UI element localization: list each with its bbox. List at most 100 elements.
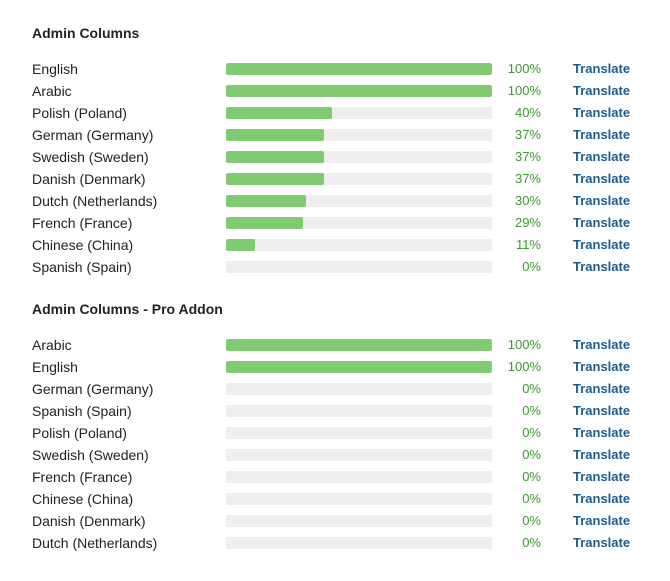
language-name: English bbox=[32, 359, 78, 375]
percent-label: 100% bbox=[507, 61, 541, 76]
progress-bar bbox=[226, 405, 492, 417]
translate-link[interactable]: Translate bbox=[573, 259, 631, 274]
percent-label: 0% bbox=[522, 381, 541, 396]
language-name: Danish (Denmark) bbox=[32, 171, 146, 187]
percent-label: 100% bbox=[507, 337, 541, 352]
percent-label: 37% bbox=[514, 127, 541, 142]
percent-label: 0% bbox=[522, 469, 541, 484]
language-row: French (France) 29% Translate bbox=[0, 212, 670, 234]
language-name: German (Germany) bbox=[32, 381, 154, 397]
translate-link[interactable]: Translate bbox=[573, 149, 631, 164]
progress-bar bbox=[226, 471, 492, 483]
language-row: Arabic 100% Translate bbox=[0, 80, 670, 102]
language-row: Dutch (Netherlands) 0% Translate bbox=[0, 532, 670, 554]
language-row: Polish (Poland) 40% Translate bbox=[0, 102, 670, 124]
progress-bar bbox=[226, 383, 492, 395]
language-row: English 100% Translate bbox=[0, 356, 670, 378]
percent-label: 11% bbox=[515, 237, 541, 252]
progress-bar-fill bbox=[226, 85, 492, 97]
progress-bar bbox=[226, 361, 492, 373]
progress-bar bbox=[226, 173, 492, 185]
language-name: English bbox=[32, 61, 78, 77]
language-row: Polish (Poland) 0% Translate bbox=[0, 422, 670, 444]
percent-label: 0% bbox=[522, 535, 541, 550]
language-row: German (Germany) 0% Translate bbox=[0, 378, 670, 400]
translate-link[interactable]: Translate bbox=[573, 127, 631, 142]
progress-bar-fill bbox=[226, 239, 256, 251]
progress-bar-fill bbox=[226, 361, 492, 373]
translate-link[interactable]: Translate bbox=[573, 61, 631, 76]
translate-link[interactable]: Translate bbox=[573, 337, 631, 352]
language-name: Chinese (China) bbox=[32, 237, 134, 253]
translate-link[interactable]: Translate bbox=[573, 535, 631, 550]
progress-bar bbox=[226, 261, 492, 273]
language-name: Polish (Poland) bbox=[32, 105, 127, 121]
language-name: French (France) bbox=[32, 469, 133, 485]
language-name: Spanish (Spain) bbox=[32, 259, 132, 275]
translate-link[interactable]: Translate bbox=[573, 491, 631, 506]
language-name: Spanish (Spain) bbox=[32, 403, 132, 419]
translate-link[interactable]: Translate bbox=[573, 83, 631, 98]
percent-label: 0% bbox=[522, 425, 541, 440]
translate-link[interactable]: Translate bbox=[573, 359, 631, 374]
language-row: Spanish (Spain) 0% Translate bbox=[0, 400, 670, 422]
percent-label: 0% bbox=[522, 491, 541, 506]
language-row: Swedish (Sweden) 37% Translate bbox=[0, 146, 670, 168]
progress-bar-fill bbox=[226, 173, 325, 185]
translate-link[interactable]: Translate bbox=[573, 403, 631, 418]
translate-link[interactable]: Translate bbox=[573, 215, 631, 230]
progress-bar bbox=[226, 151, 492, 163]
progress-bar-fill bbox=[226, 129, 325, 141]
language-row: Spanish (Spain) 0% Translate bbox=[0, 256, 670, 278]
progress-bar-fill bbox=[226, 339, 492, 351]
percent-label: 0% bbox=[522, 403, 541, 418]
percent-label: 40% bbox=[514, 105, 541, 120]
progress-bar bbox=[226, 239, 492, 251]
section-title: Admin Columns bbox=[32, 25, 140, 41]
language-name: German (Germany) bbox=[32, 127, 154, 143]
language-name: Dutch (Netherlands) bbox=[32, 535, 158, 551]
progress-bar bbox=[226, 195, 492, 207]
percent-label: 0% bbox=[522, 259, 541, 274]
progress-bar bbox=[226, 537, 492, 549]
translate-link[interactable]: Translate bbox=[573, 105, 631, 120]
progress-bar bbox=[226, 217, 492, 229]
section-title: Admin Columns - Pro Addon bbox=[32, 301, 223, 317]
percent-label: 37% bbox=[514, 149, 541, 164]
language-name: Arabic bbox=[32, 83, 72, 99]
language-name: Chinese (China) bbox=[32, 491, 134, 507]
progress-bar bbox=[226, 515, 492, 527]
language-row: German (Germany) 37% Translate bbox=[0, 124, 670, 146]
percent-label: 100% bbox=[507, 83, 541, 98]
progress-bar-fill bbox=[226, 195, 306, 207]
language-row: French (France) 0% Translate bbox=[0, 466, 670, 488]
progress-bar bbox=[226, 63, 492, 75]
language-name: Arabic bbox=[32, 337, 72, 353]
language-name: Swedish (Sweden) bbox=[32, 447, 149, 463]
translate-link[interactable]: Translate bbox=[573, 237, 631, 252]
translate-link[interactable]: Translate bbox=[573, 513, 631, 528]
translate-link[interactable]: Translate bbox=[573, 469, 631, 484]
progress-bar bbox=[226, 107, 492, 119]
language-row: Arabic 100% Translate bbox=[0, 334, 670, 356]
language-row: Chinese (China) 0% Translate bbox=[0, 488, 670, 510]
progress-bar bbox=[226, 449, 492, 461]
language-row: Swedish (Sweden) 0% Translate bbox=[0, 444, 670, 466]
language-name: French (France) bbox=[32, 215, 133, 231]
percent-label: 37% bbox=[514, 171, 541, 186]
language-row: Chinese (China) 11% Translate bbox=[0, 234, 670, 256]
translate-link[interactable]: Translate bbox=[573, 171, 631, 186]
percent-label: 0% bbox=[522, 447, 541, 462]
translate-link[interactable]: Translate bbox=[573, 193, 631, 208]
progress-bar-fill bbox=[226, 151, 325, 163]
progress-bar bbox=[226, 339, 492, 351]
translate-link[interactable]: Translate bbox=[573, 425, 631, 440]
translate-link[interactable]: Translate bbox=[573, 447, 631, 462]
language-name: Swedish (Sweden) bbox=[32, 149, 149, 165]
progress-bar-fill bbox=[226, 63, 492, 75]
progress-bar bbox=[226, 493, 492, 505]
translate-link[interactable]: Translate bbox=[573, 381, 631, 396]
language-row: Danish (Denmark) 0% Translate bbox=[0, 510, 670, 532]
language-row: Danish (Denmark) 37% Translate bbox=[0, 168, 670, 190]
language-row: Dutch (Netherlands) 30% Translate bbox=[0, 190, 670, 212]
